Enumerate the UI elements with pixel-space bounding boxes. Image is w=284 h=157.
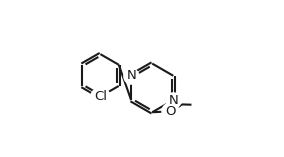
Text: N: N [126,69,136,82]
Point [171,99,176,101]
Text: N: N [168,94,178,107]
Point [168,110,173,113]
Text: O: O [165,105,176,118]
Point [129,75,133,77]
Point [98,95,103,98]
Text: Cl: Cl [94,90,107,103]
